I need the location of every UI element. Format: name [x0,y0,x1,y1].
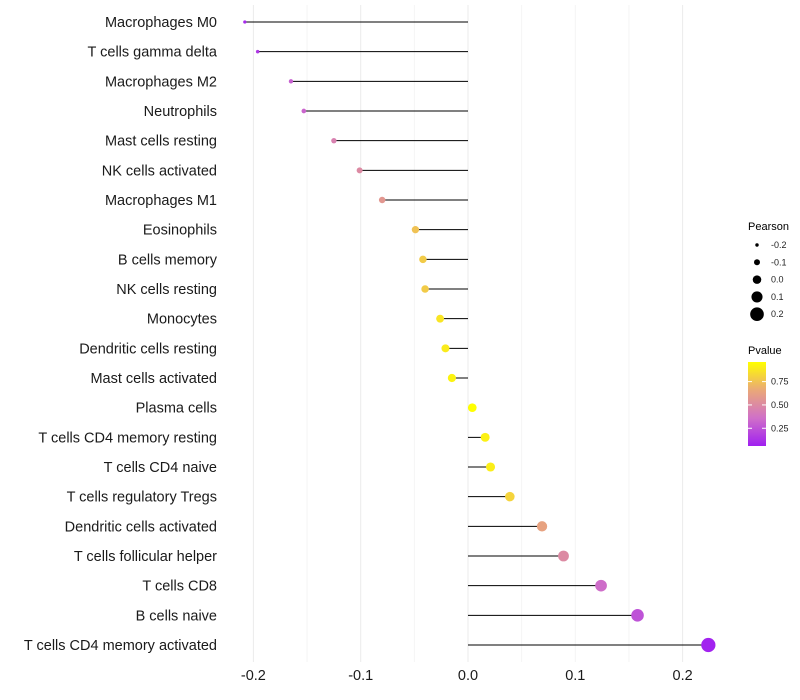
legend-color-label: 0.75 [771,377,789,387]
legend-color-title: Pvalue [748,345,782,357]
lollipop-point [243,20,247,24]
lollipop-point [436,314,445,323]
lollipop-point [447,373,456,383]
lollipop-point [411,226,420,234]
lollipop-point [331,137,337,144]
y-category-label: NK cells activated [102,163,217,179]
lollipop-point [419,255,427,264]
legend-color-label: 0.25 [771,423,789,433]
x-tick-label: 0.2 [673,668,693,684]
y-category-label: NK cells resting [116,282,217,298]
lollipop-point [558,550,569,562]
y-category-label: Eosinophils [143,223,217,239]
x-tick-label: 0.0 [458,668,478,684]
y-category-label: Dendritic cells activated [65,519,217,535]
lollipop-point [505,491,515,502]
legend-size-label: -0.2 [771,240,787,250]
legend-size-key [752,275,762,284]
lollipop-point [356,167,363,174]
lollipop-point [701,637,716,653]
legend-size-title: Pearson [748,221,789,233]
legend-size-label: 0.1 [771,292,784,302]
y-category-label: Plasma cells [136,401,217,417]
y-category-label: T cells gamma delta [88,45,218,61]
lollipop-point [301,108,307,114]
y-category-label: B cells naive [136,608,217,624]
y-category-label: Macrophages M1 [105,193,217,209]
y-category-label: Neutrophils [144,104,217,120]
y-category-label: T cells CD4 memory resting [38,430,217,446]
lollipop-point [441,344,450,353]
legend-size-label: 0.2 [771,309,784,319]
lollipop-point [288,79,294,84]
lollipop-point [421,285,429,293]
lollipop-point [467,403,477,412]
legend-size-label: 0.0 [771,275,784,285]
y-category-label: T cells CD8 [142,579,217,595]
x-tick-label: -0.1 [348,668,373,684]
y-category-label: Mast cells resting [105,134,217,150]
legend-size-key [750,307,764,322]
lollipop-point [595,579,607,592]
x-tick-label: -0.2 [241,668,266,684]
x-tick-label: 0.1 [565,668,585,684]
legend-size-key [754,259,760,266]
y-category-label: T cells follicular helper [74,549,217,565]
y-category-label: B cells memory [118,252,218,268]
lollipop-point [255,49,260,54]
legend-size-label: -0.1 [771,257,787,267]
y-category-label: Dendritic cells resting [79,341,217,357]
lollipop-point [536,521,548,532]
legend-size-key [755,243,759,247]
y-category-label: Monocytes [147,312,217,328]
legend-color-label: 0.50 [771,400,789,410]
y-category-label: T cells CD4 naive [104,460,217,476]
y-category-label: Macrophages M2 [105,74,217,90]
legend-size-key [751,291,763,303]
y-category-label: Mast cells activated [90,371,217,387]
lollipop-point [631,609,644,622]
y-category-label: T cells regulatory Tregs [67,490,217,506]
lollipop-point [480,432,490,442]
y-category-label: Macrophages M0 [105,15,217,31]
lollipop-point [378,196,386,204]
lollipop-point [485,462,496,472]
y-category-label: T cells CD4 memory activated [24,638,217,654]
legend-colorbar [748,362,766,446]
